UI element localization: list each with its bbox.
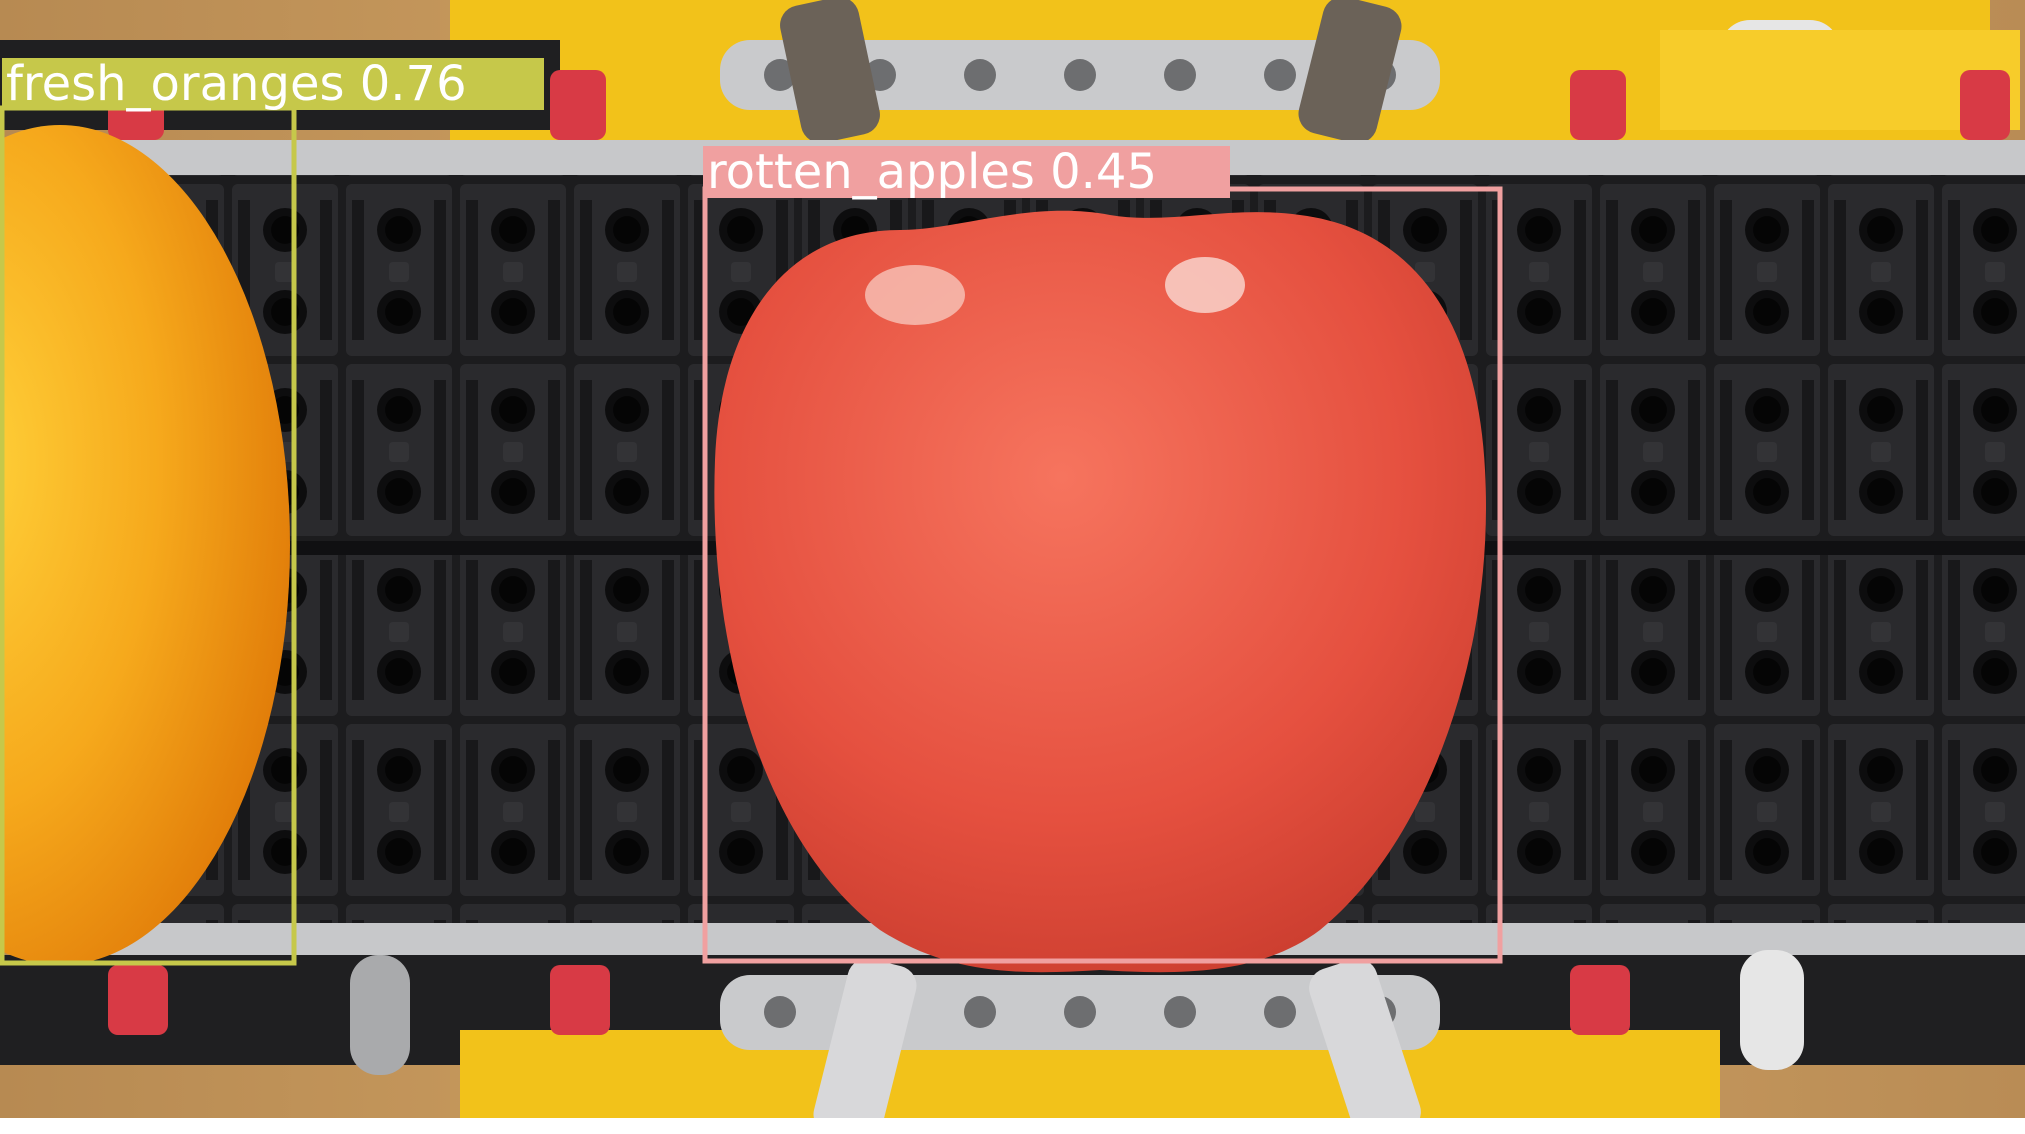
bottom-grey-liftarm-left xyxy=(350,955,410,1075)
bottom-beam-holes xyxy=(764,996,1396,1028)
white-image-margin-bottom xyxy=(0,1118,2025,1134)
orange-fruit xyxy=(0,125,290,965)
apple-highlight xyxy=(865,265,965,325)
apple-highlight-2 xyxy=(1165,257,1245,313)
bottom-white-liftarm-left xyxy=(813,958,917,1134)
bottom-white-liftarm-far-right xyxy=(1740,950,1804,1070)
rotten-apples-label: rotten_apples 0.45 xyxy=(703,146,1230,198)
bottom-white-liftarm-right xyxy=(1309,958,1421,1134)
top-dark-liftarm-left xyxy=(780,0,880,144)
fresh-oranges-label: fresh_oranges 0.76 xyxy=(2,58,544,110)
apple-fruit xyxy=(714,210,1487,973)
bottom-red-pegs xyxy=(108,965,1630,1035)
top-dark-liftarm-right xyxy=(1298,0,1402,144)
